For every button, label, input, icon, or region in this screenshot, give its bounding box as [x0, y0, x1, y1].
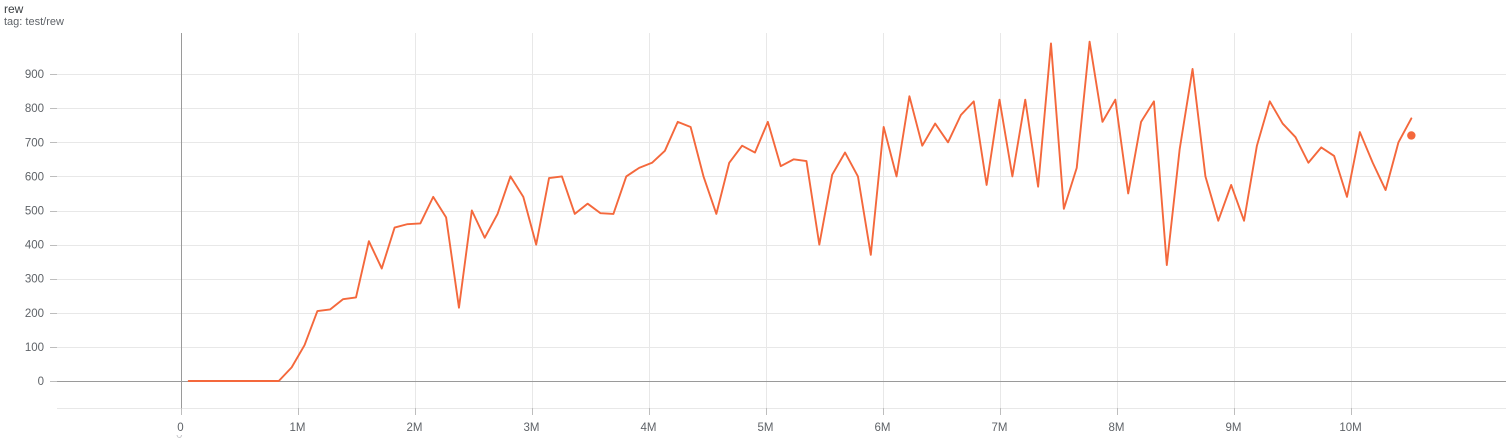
page-title: rew: [4, 2, 24, 16]
vertical-gridlines: [181, 33, 1352, 408]
y-tick-label: 800: [25, 103, 44, 115]
x-tick-label: 0: [177, 422, 183, 434]
x-axis-tick-labels: 0 1M 2M 3M 4M 5M 6M 7M 8M 9M 10M: [177, 422, 1361, 434]
x-tick-label: 5M: [758, 422, 774, 434]
axis-lines: [57, 33, 1506, 408]
chart-header: rew tag: test/rew: [4, 2, 64, 29]
x-tick-label: 7M: [992, 422, 1008, 434]
chart-tag-label: tag: test/rew: [4, 16, 64, 29]
series-end-marker[interactable]: [1407, 131, 1416, 140]
x-tick-label: 6M: [875, 422, 891, 434]
x-tick-label: 9M: [1226, 422, 1242, 434]
x-tick-label: 2M: [407, 422, 423, 434]
x-tick-label: 4M: [641, 422, 657, 434]
y-axis-tick-labels: 0 100 200 300 400 500 600 700 800 900: [25, 69, 44, 388]
series-line-test-rew[interactable]: [187, 40, 1413, 382]
x-tick-label: 8M: [1109, 422, 1125, 434]
y-tick-label: 900: [25, 69, 44, 81]
y-tick-label: 200: [25, 308, 44, 320]
y-tick-label: 500: [25, 206, 44, 218]
y-tick-label: 700: [25, 137, 44, 149]
y-tick-label: 400: [25, 240, 44, 252]
tick-marks: [50, 74, 1506, 415]
y-tick-label: 0: [38, 376, 44, 388]
x-tick-label: 3M: [524, 422, 540, 434]
series-group[interactable]: [187, 40, 1416, 382]
x-tick-label: 10M: [1339, 422, 1361, 434]
y-tick-label: 300: [25, 274, 44, 286]
horizontal-gridlines: [57, 74, 1506, 382]
x-tick-label: 1M: [290, 422, 306, 434]
y-tick-label: 600: [25, 171, 44, 183]
y-tick-label: 100: [25, 342, 44, 354]
